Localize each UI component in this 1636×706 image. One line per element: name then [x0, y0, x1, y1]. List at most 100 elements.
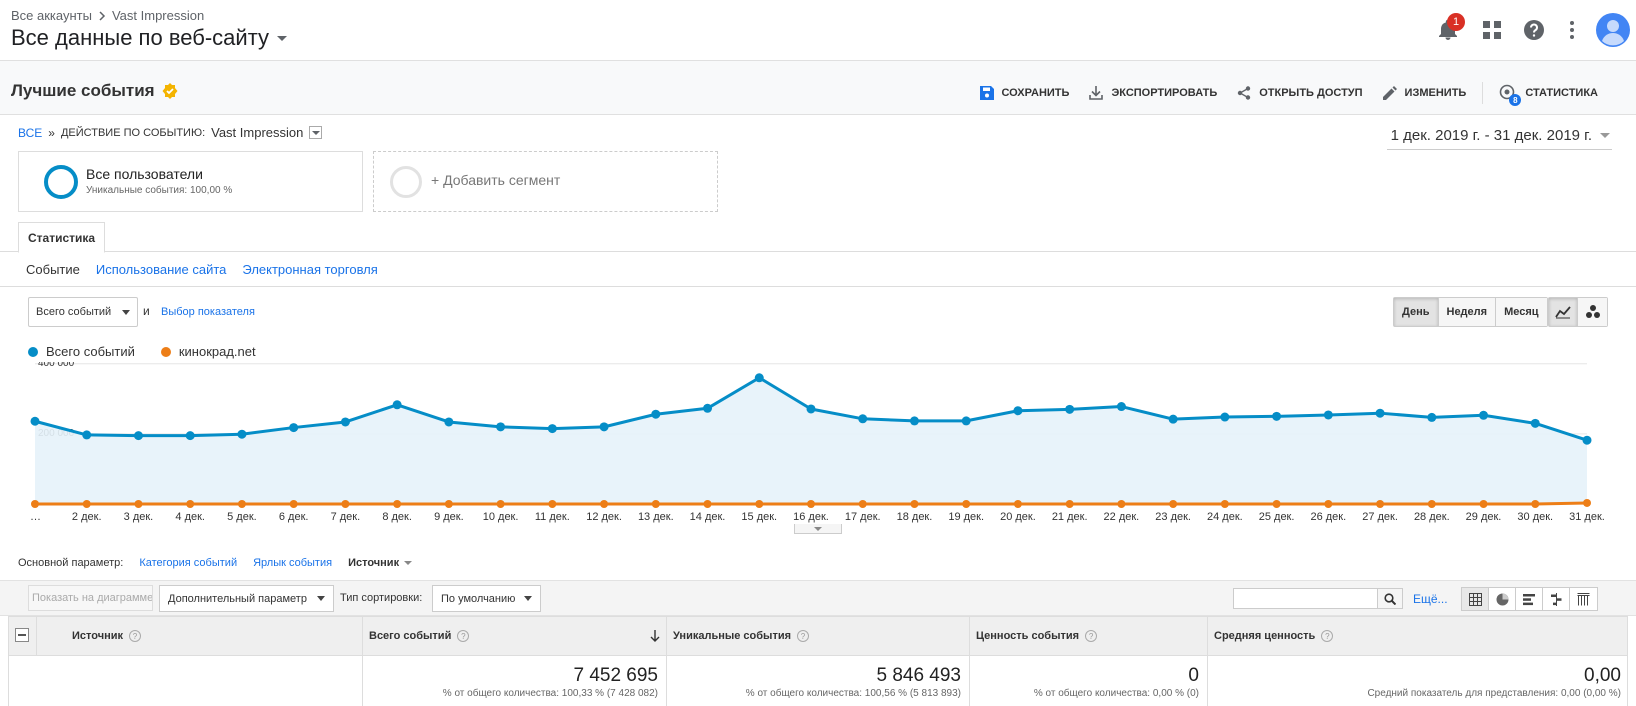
data-point-total — [237, 429, 247, 439]
drilldown-all-link[interactable]: ВСЕ — [18, 125, 43, 140]
x-tick-label: 2 дек. — [72, 511, 102, 523]
account-avatar-button[interactable] — [1590, 10, 1636, 50]
column-source[interactable]: Источник ? — [36, 617, 362, 655]
insights-icon — [1500, 84, 1515, 100]
more-options-button[interactable] — [1554, 10, 1590, 50]
share-button[interactable]: ОТКРЫТЬ ДОСТУП — [1227, 86, 1372, 100]
export-button[interactable]: ЭКСПОРТИРОВАТЬ — [1079, 86, 1227, 100]
chart-type-toggle — [1548, 297, 1608, 327]
x-tick-label: 14 дек. — [690, 511, 726, 523]
help-icon[interactable]: ? — [129, 630, 142, 642]
total-share: Средний показатель для представления: 0,… — [1367, 688, 1621, 699]
table-view-comparison-button[interactable] — [1543, 588, 1570, 610]
subtab-event[interactable]: Событие — [26, 262, 80, 277]
help-icon[interactable]: ? — [797, 630, 810, 642]
table-view-data-button[interactable] — [1462, 588, 1489, 610]
table-view-pie-button[interactable] — [1489, 588, 1516, 610]
advanced-filter-link[interactable]: Ещё... — [1413, 592, 1448, 606]
table-view-performance-button[interactable] — [1516, 588, 1543, 610]
table-search-input[interactable] — [1233, 588, 1378, 609]
tab-statistics[interactable]: Статистика — [18, 222, 106, 253]
select-all-checkbox[interactable] — [15, 628, 29, 642]
help-icon[interactable]: ? — [1085, 630, 1098, 642]
sort-type-select[interactable]: По умолчанию — [432, 585, 541, 612]
segment-all-users[interactable]: Все пользователи Уникальные события: 100… — [18, 151, 363, 212]
metric-selector[interactable]: Всего событий — [28, 297, 138, 327]
search-icon — [1384, 592, 1396, 605]
table-view-pivot-button[interactable] — [1570, 588, 1597, 610]
data-point-segment — [858, 500, 867, 508]
help-icon[interactable]: ? — [457, 630, 470, 642]
primary-dimension-label: Основной параметр: — [18, 557, 124, 569]
period-week-button[interactable]: Неделя — [1438, 298, 1497, 326]
x-tick-label: 12 дек. — [586, 511, 622, 523]
subtab-site-usage[interactable]: Использование сайта — [95, 262, 227, 277]
total-value: 5 846 493 — [876, 665, 961, 686]
column-label: Средняя ценность — [1214, 630, 1316, 642]
more-vert-icon — [1570, 21, 1574, 39]
table-search-button[interactable] — [1377, 588, 1403, 609]
select-metric-link[interactable]: Выбор показателя — [161, 306, 255, 318]
x-tick-label: 17 дек. — [845, 511, 881, 523]
insights-button[interactable]: 8 СТАТИСТИКА — [1489, 84, 1608, 106]
column-total-events[interactable]: Всего событий ? — [362, 617, 666, 655]
x-tick-label: 10 дек. — [483, 511, 519, 523]
data-point-total — [1116, 402, 1126, 412]
total-value: 7 452 695 — [573, 665, 658, 686]
share-label: ОТКРЫТЬ ДОСТУП — [1259, 87, 1363, 99]
data-point-total — [703, 403, 713, 413]
table-view-toggle — [1461, 587, 1598, 611]
x-tick-label: 11 дек. — [535, 511, 570, 523]
dimension-source[interactable]: Источник — [348, 557, 413, 569]
legend-dot — [160, 346, 171, 357]
x-tick-label: 13 дек. — [638, 511, 674, 523]
motion-chart-button[interactable] — [1578, 298, 1607, 326]
period-month-button[interactable]: Месяц — [1496, 298, 1547, 326]
data-point-total — [340, 417, 350, 427]
dimension-event-category[interactable]: Категория событий — [139, 557, 238, 569]
breadcrumb-all-accounts[interactable]: Все аккаунты — [11, 8, 92, 23]
line-chart-button[interactable] — [1549, 298, 1578, 326]
plot-rows-button[interactable]: Показать на диаграмме — [28, 585, 153, 611]
secondary-dimension-select[interactable]: Дополнительный параметр — [159, 585, 334, 612]
date-range-picker[interactable]: 1 дек. 2019 г. - 31 дек. 2019 г. — [1386, 127, 1612, 150]
add-segment-button[interactable]: + Добавить сегмент — [373, 151, 718, 212]
data-point-total — [1065, 404, 1075, 414]
report-header: Лучшие события СОХРАНИТЬ ЭКСПОРТИРОВАТЬ … — [0, 61, 1636, 115]
dimension-event-label[interactable]: Ярлык события — [253, 557, 333, 569]
legend-label: Всего событий — [46, 344, 135, 359]
data-point-total — [133, 431, 143, 441]
help-icon[interactable]: ? — [1321, 630, 1334, 642]
data-point-total — [1530, 418, 1540, 428]
column-event-value[interactable]: Ценность события ? — [969, 617, 1207, 655]
help-icon — [1524, 20, 1544, 40]
data-point-segment — [1117, 500, 1126, 508]
data-point-segment — [962, 500, 971, 508]
divider — [0, 286, 1636, 287]
edit-button[interactable]: ИЗМЕНИТЬ — [1373, 86, 1477, 100]
line-chart-icon — [1555, 306, 1571, 319]
apps-button[interactable] — [1470, 10, 1514, 50]
data-point-total — [651, 409, 661, 419]
drilldown-label: ДЕЙСТВИЕ ПО СОБЫТИЮ: — [60, 126, 206, 139]
subtab-ecommerce[interactable]: Электронная торговля — [242, 262, 378, 277]
data-point-segment — [1272, 500, 1281, 508]
drilldown-dropdown[interactable] — [309, 126, 323, 139]
data-point-total — [1375, 408, 1385, 418]
period-day-button[interactable]: День — [1394, 298, 1439, 326]
total-avg-value: 0,00 Средний показатель для представлени… — [1207, 656, 1629, 706]
view-selector[interactable]: Все данные по веб-сайту — [11, 25, 288, 51]
breadcrumb-account[interactable]: Vast Impression — [111, 8, 205, 23]
top-bar: Все аккаунты Vast Impression Все данные … — [0, 0, 1636, 61]
column-unique-events[interactable]: Уникальные события ? — [666, 617, 969, 655]
help-button[interactable] — [1514, 10, 1554, 50]
table-header: Источник ? Всего событий ? Уникальные со… — [8, 616, 1628, 656]
data-point-segment — [1013, 500, 1022, 508]
column-avg-value[interactable]: Средняя ценность ? — [1207, 617, 1627, 655]
x-tick-label: 31 дек. — [1569, 511, 1605, 523]
x-tick-label: 6 дек. — [279, 511, 309, 523]
total-unique-events: 5 846 493 % от общего количества: 100,56… — [666, 656, 969, 706]
chart-resize-handle[interactable] — [794, 524, 842, 534]
save-button[interactable]: СОХРАНИТЬ — [970, 86, 1080, 100]
notifications-button[interactable]: 1 — [1426, 10, 1470, 50]
